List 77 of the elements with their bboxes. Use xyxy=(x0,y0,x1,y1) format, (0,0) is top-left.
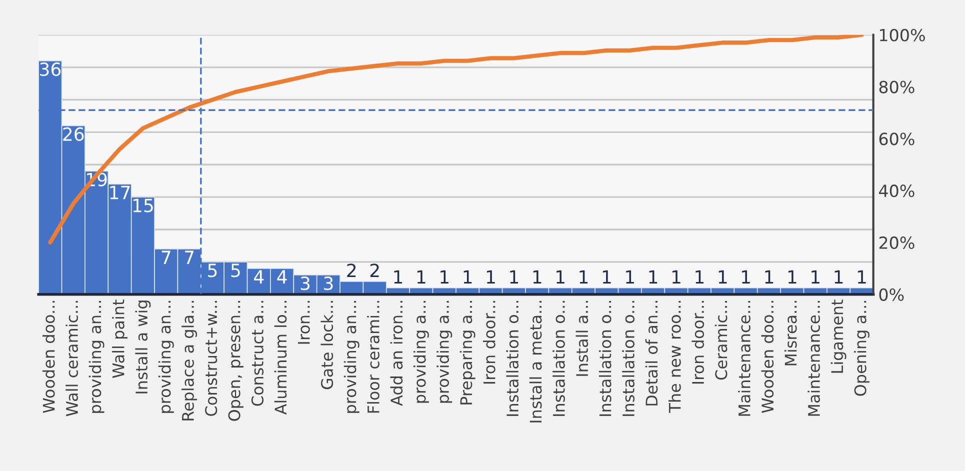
data-label: 5 xyxy=(231,264,240,278)
x-tick-label: Install a wig xyxy=(135,300,151,394)
x-tick-label: Install a... xyxy=(576,300,588,376)
data-label: 2 xyxy=(370,264,379,277)
data-label: 1 xyxy=(649,270,658,284)
x-tick-label: providing an... xyxy=(158,300,174,413)
x-tick-label: Iron... xyxy=(298,300,310,344)
data-label: 26 xyxy=(63,127,84,141)
x-tick-label: Opening a... xyxy=(854,300,870,396)
data-label: 3 xyxy=(324,276,333,290)
y2-tick-label: 20% xyxy=(879,236,914,250)
data-label: 1 xyxy=(602,270,611,284)
data-label: 1 xyxy=(533,270,542,284)
data-label: 4 xyxy=(254,270,264,284)
x-tick-label: Iron door... xyxy=(692,300,704,384)
data-label: 1 xyxy=(765,270,774,284)
x-tick-label: providing a... xyxy=(436,300,452,403)
data-label: 1 xyxy=(464,270,472,284)
x-tick-label: Wall ceramic... xyxy=(66,300,78,416)
data-label: 1 xyxy=(556,270,564,284)
data-label: 36 xyxy=(40,62,61,76)
x-tick-label: Ceramic... xyxy=(714,300,728,380)
data-label: 2 xyxy=(347,264,356,277)
y2-tick-label: 40% xyxy=(879,184,914,198)
data-label: 3 xyxy=(300,276,310,290)
data-label: 1 xyxy=(696,270,704,284)
x-tick-label: Construct+w... xyxy=(205,300,218,416)
x-tick-label: Wall paint xyxy=(112,300,128,378)
data-label: 7 xyxy=(162,250,170,264)
x-tick-label: Preparing a... xyxy=(460,300,476,404)
data-label: 15 xyxy=(133,198,153,212)
x-tick-label: Wooden doo... xyxy=(761,300,774,413)
data-label: 1 xyxy=(672,270,680,284)
x-tick-label: Ligament xyxy=(830,300,846,373)
x-tick-label: Iron door... xyxy=(483,300,496,384)
y2-tick-label: 80% xyxy=(879,80,914,94)
data-label: 1 xyxy=(788,270,796,284)
data-label: 7 xyxy=(185,250,194,264)
x-tick-label: Misrea... xyxy=(784,300,797,366)
x-tick-label: Replace a gla... xyxy=(182,300,198,420)
x-tick-label: Maintenance... xyxy=(808,300,820,416)
data-label: 1 xyxy=(742,270,750,284)
x-tick-label: Installation o... xyxy=(598,300,612,416)
data-label: 1 xyxy=(858,270,866,284)
x-tick-label: Installation o... xyxy=(552,300,565,416)
data-label: 1 xyxy=(394,270,402,284)
data-label: 1 xyxy=(718,270,727,284)
x-tick-label: Detail of an... xyxy=(645,300,658,406)
data-label: 1 xyxy=(626,270,634,284)
x-tick-label: providing an... xyxy=(344,300,360,413)
x-tick-label: The new roo... xyxy=(668,300,681,413)
x-tick-label: Open, presen... xyxy=(228,300,244,421)
data-label: 1 xyxy=(834,270,843,284)
x-tick-label: Wooden doo... xyxy=(42,300,55,413)
x-tick-label: Construct a... xyxy=(251,300,264,406)
y2-tick-label: 0% xyxy=(879,288,904,301)
data-label: 1 xyxy=(417,270,426,284)
x-tick-label: Install a meta... xyxy=(529,300,542,422)
x-tick-label: Add an iron... xyxy=(390,300,403,406)
x-tick-label: providing an... xyxy=(88,300,104,413)
x-tick-label: Floor cerami... xyxy=(367,300,380,413)
x-tick-label: Installation o... xyxy=(622,300,634,416)
data-label: 5 xyxy=(208,264,217,278)
x-tick-label: providing a... xyxy=(413,300,429,403)
y2-tick-label: 60% xyxy=(879,132,914,146)
x-tick-label: Installation o... xyxy=(506,300,519,416)
x-tick-label: Gate lock... xyxy=(320,300,334,390)
data-label: 1 xyxy=(580,270,588,284)
y2-tick-label: 100% xyxy=(880,28,925,42)
data-label: 1 xyxy=(812,270,820,284)
data-label: 17 xyxy=(110,186,130,200)
data-label: 1 xyxy=(440,270,448,284)
x-tick-label: Aluminum lo... xyxy=(274,300,287,415)
data-label: 1 xyxy=(486,270,495,284)
data-label: 4 xyxy=(277,270,287,284)
x-tick-label: Maintenance... xyxy=(738,300,750,416)
data-label: 1 xyxy=(510,270,518,284)
